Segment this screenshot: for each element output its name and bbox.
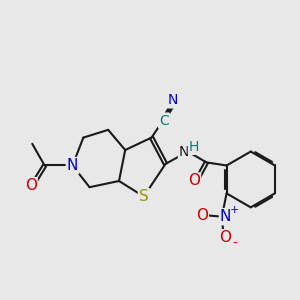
Text: N: N xyxy=(220,209,231,224)
Text: N: N xyxy=(179,145,189,158)
Text: N: N xyxy=(67,158,78,173)
Text: O: O xyxy=(196,208,208,223)
Text: O: O xyxy=(219,230,231,245)
Text: O: O xyxy=(25,178,37,193)
Text: C: C xyxy=(159,114,169,128)
Text: -: - xyxy=(233,237,238,251)
Text: O: O xyxy=(188,173,200,188)
Text: +: + xyxy=(230,206,240,215)
Text: N: N xyxy=(168,93,178,107)
Text: S: S xyxy=(139,189,149,204)
Text: H: H xyxy=(189,140,199,154)
